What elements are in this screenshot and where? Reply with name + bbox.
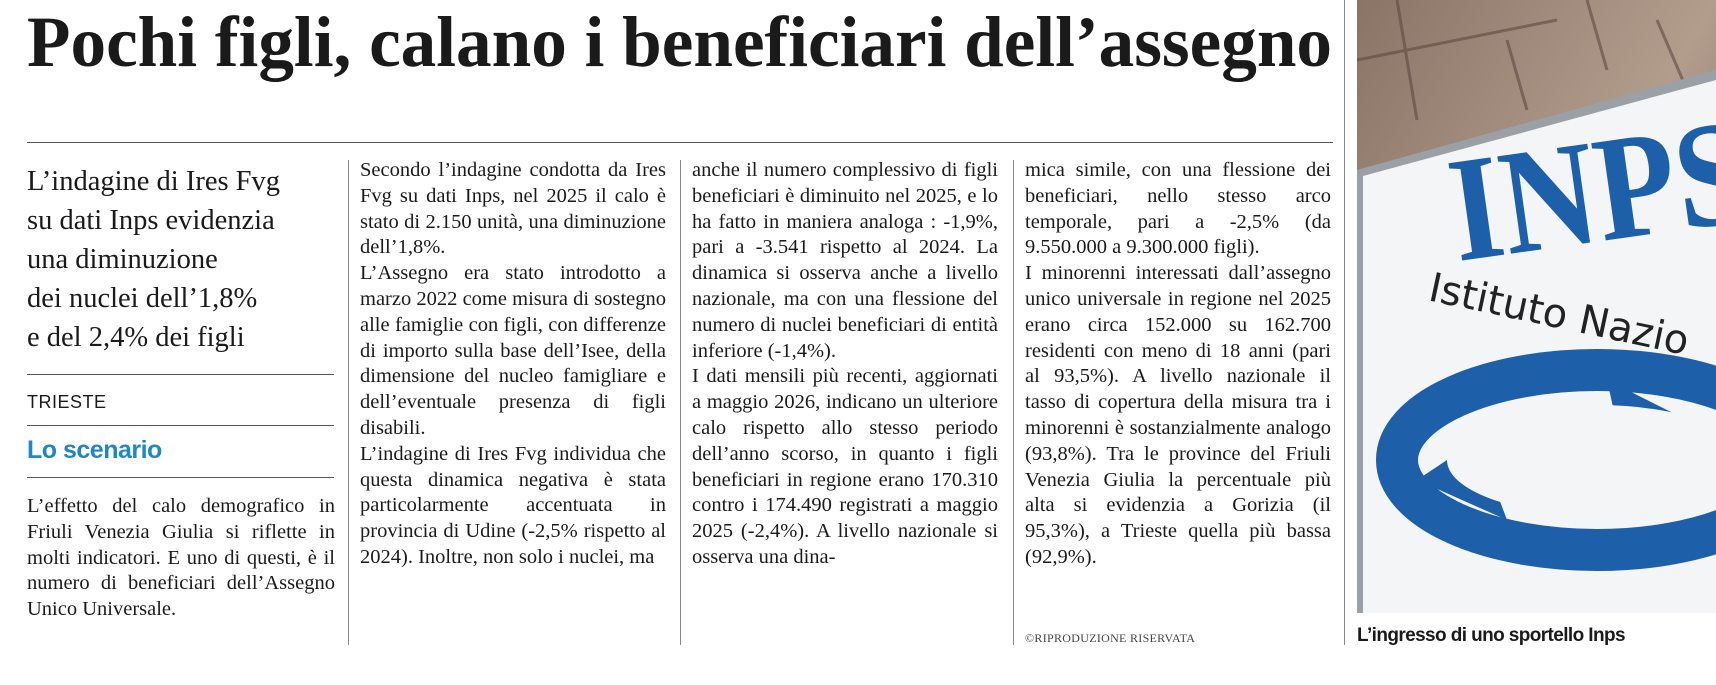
intro-line: su dati Inps evidenzia [27,205,275,236]
photo: INPS Istituto Nazio [1357,0,1716,613]
copyright: ©RIPRODUZIONE RISERVATA [1025,631,1196,645]
paragraph: I minorenni interessati dall’assegno uni… [1025,262,1331,568]
intro-line: L’indagine di Ires Fvg [27,166,281,197]
intro-line: e del 2,4% dei figli [27,322,245,353]
paragraph: L’indagine di Ires Fvg individua che que… [360,442,666,568]
intro: L’indagine di Ires Fvg su dati Inps evide… [27,162,337,357]
column-divider [680,160,681,645]
text-column: anche il numero complessivo di figli ben… [692,158,998,571]
rule [27,374,334,375]
paragraph: Secondo l’indagine condotta da Ires Fvg … [360,159,666,259]
rule [27,425,334,426]
rule [27,477,334,478]
paragraph: I dati mensili più recenti, aggiornati a… [692,365,998,568]
location: TRIESTE [27,392,107,412]
headline-box: Pochi figli, calano i beneficiari dell’a… [27,2,1332,82]
text-column: mica simile, con una flessione dei benef… [1025,158,1331,571]
paragraph: L’effetto del calo demografico in Friuli… [27,495,335,621]
paragraph: L’Assegno era stato introdotto a marzo 2… [360,262,666,439]
intro-line: dei nuclei dell’1,8% [27,283,258,314]
lead-paragraph: L’effetto del calo demografico in Friuli… [27,494,335,623]
paragraph: anche il numero complessivo di figli ben… [692,159,998,362]
photo-caption: L’ingresso di uno sportello Inps [1357,625,1626,646]
paragraph: mica simile, con una flessione dei benef… [1025,159,1331,259]
photo-divider [1344,0,1345,645]
headline-rule [27,142,1333,143]
column-divider [348,160,349,645]
text-column: Secondo l’indagine condotta da Ires Fvg … [360,158,666,571]
column-divider [1013,160,1014,645]
intro-line: una diminuzione [27,244,218,275]
photo-logo: INPS [1439,88,1716,294]
headline: Pochi figli, calano i beneficiari dell’a… [27,2,1332,82]
section-label: Lo scenario [27,436,162,464]
